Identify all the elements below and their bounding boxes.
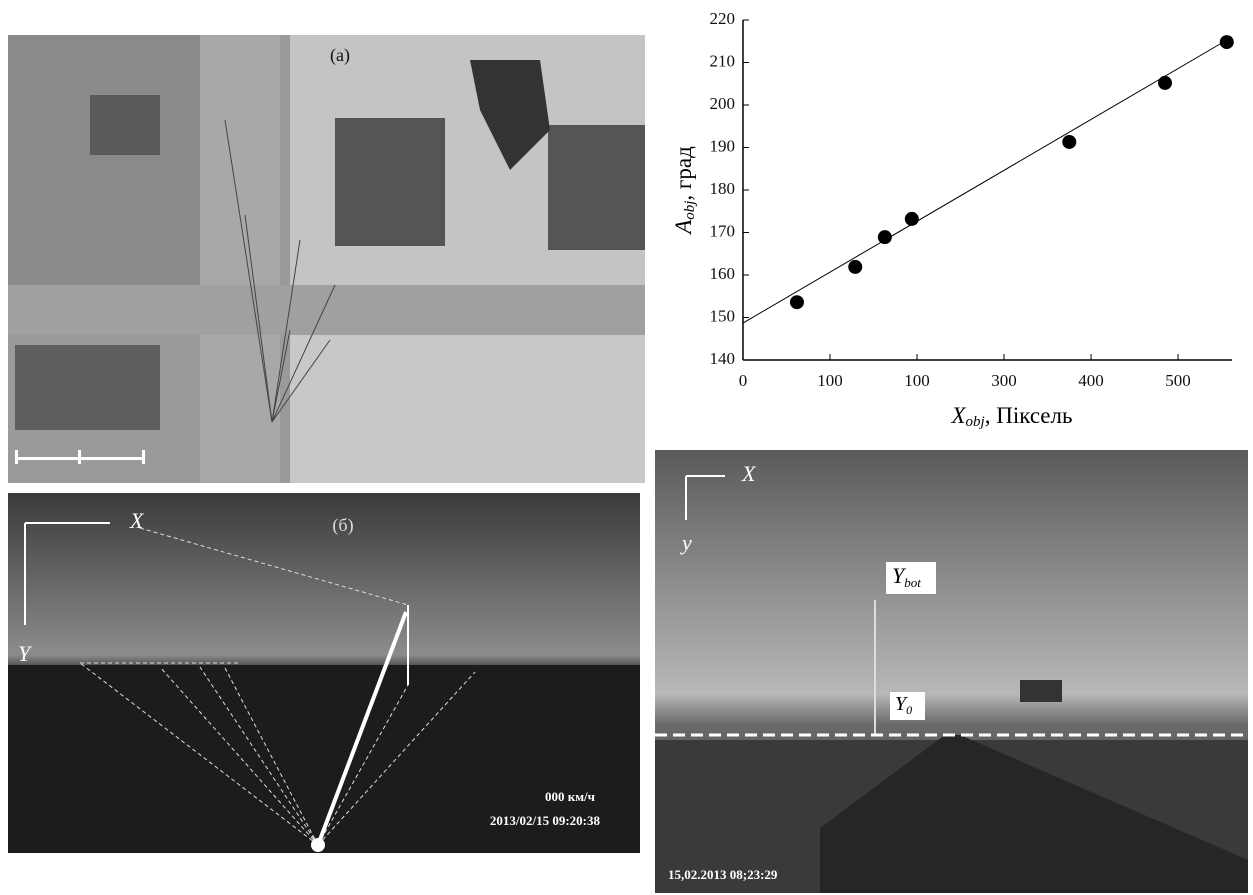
y-tick-label: 200: [710, 94, 736, 113]
unit: , Піксель: [985, 403, 1073, 428]
y-tick-label: 140: [710, 349, 736, 368]
figure: (a) X Y (б) 000 км/ч 2013/02/15 09:20:38…: [0, 0, 1253, 895]
symbol: X: [950, 403, 966, 428]
subscript: obj: [682, 201, 698, 220]
subscript: bot: [904, 575, 921, 590]
point: [1158, 76, 1172, 90]
point: [1062, 135, 1076, 149]
point: [878, 230, 892, 244]
y-tick-label: 180: [710, 179, 736, 198]
chart: 140 150 160 170 180 190 200 210 220 0 100 100 300 400…: [710, 9, 1234, 390]
point: [790, 295, 804, 309]
y-axis-title: Aobj, град: [671, 146, 698, 236]
axis-x-label: X: [129, 508, 145, 533]
x-tick-label: 0: [739, 371, 748, 390]
point: [848, 260, 862, 274]
aerial-photo: [8, 35, 645, 483]
road-photo-c: [655, 450, 1248, 893]
subscript: 0: [906, 703, 912, 717]
y-tick-label: 150: [710, 306, 736, 325]
trend-line: [743, 37, 1232, 323]
x-tick-label: 400: [1078, 371, 1104, 390]
y-tick-label: 220: [710, 9, 736, 28]
y-tick-label: 190: [710, 136, 736, 155]
panel-label: (a): [330, 45, 350, 66]
timestamp: 15,02.2013 08;23:29: [668, 867, 778, 882]
timestamp: 2013/02/15 09:20:38: [490, 813, 601, 828]
unit: , град: [671, 146, 696, 201]
y-tick-label: 170: [710, 221, 736, 240]
x-axis-title: Xobj, Піксель: [950, 403, 1072, 430]
x-tick-label: 100: [904, 371, 930, 390]
x-tick-label: 300: [991, 371, 1017, 390]
subscript: obj: [966, 414, 985, 430]
speed: 000 км/ч: [545, 789, 595, 804]
point: [905, 212, 919, 226]
point: [1220, 35, 1234, 49]
x-tick-label: 100: [817, 371, 843, 390]
panel-label: (б): [332, 515, 353, 536]
y-tick-label: 210: [710, 51, 736, 70]
x-tick-label: 500: [1165, 371, 1191, 390]
axis-x-label: X: [741, 461, 757, 486]
y-tick-label: 160: [710, 264, 736, 283]
axis-y-label: y: [680, 530, 692, 555]
symbol: A: [671, 219, 696, 236]
